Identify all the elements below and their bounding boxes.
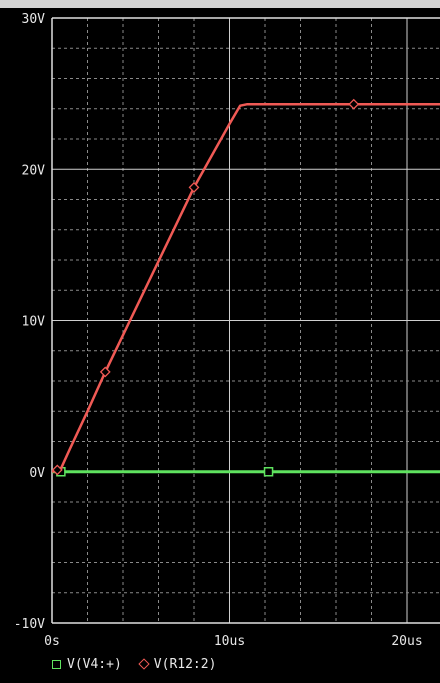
grid-lines — [52, 18, 440, 623]
diamond-marker — [99, 366, 111, 378]
y-tick-label: -10V — [14, 617, 45, 632]
y-tick-label: 20V — [22, 163, 46, 178]
diamond-marker-icon — [138, 658, 150, 670]
diamond-marker — [51, 464, 63, 476]
legend-item-r12[interactable]: V(R12:2) — [138, 656, 217, 672]
diamond-marker — [188, 181, 200, 193]
legend-label-v4: V(V4:+) — [67, 656, 122, 672]
legend-label-r12: V(R12:2) — [153, 656, 217, 672]
trace-legend: V(V4:+) V(R12:2) — [52, 654, 216, 674]
y-axis-tick-labels: 30V 20V 10V 0V -10V — [14, 12, 45, 632]
x-tick-label: 0s — [44, 634, 60, 649]
diamond-marker — [348, 98, 360, 110]
x-axis-tick-labels: 0s 10us 20us — [44, 634, 422, 649]
plot-axes — [51, 17, 440, 624]
x-tick-label: 10us — [214, 634, 245, 649]
y-tick-label: 0V — [29, 466, 45, 481]
x-tick-label: 20us — [391, 634, 422, 649]
trace-series — [51, 98, 440, 477]
window-top-strip — [0, 0, 440, 8]
square-marker-icon — [52, 659, 61, 669]
y-tick-label: 30V — [22, 12, 46, 27]
trace-line-r12 — [51, 102, 440, 473]
y-tick-label: 10V — [22, 315, 46, 330]
legend-item-v4[interactable]: V(V4:+) — [52, 657, 122, 672]
square-marker — [263, 467, 274, 477]
